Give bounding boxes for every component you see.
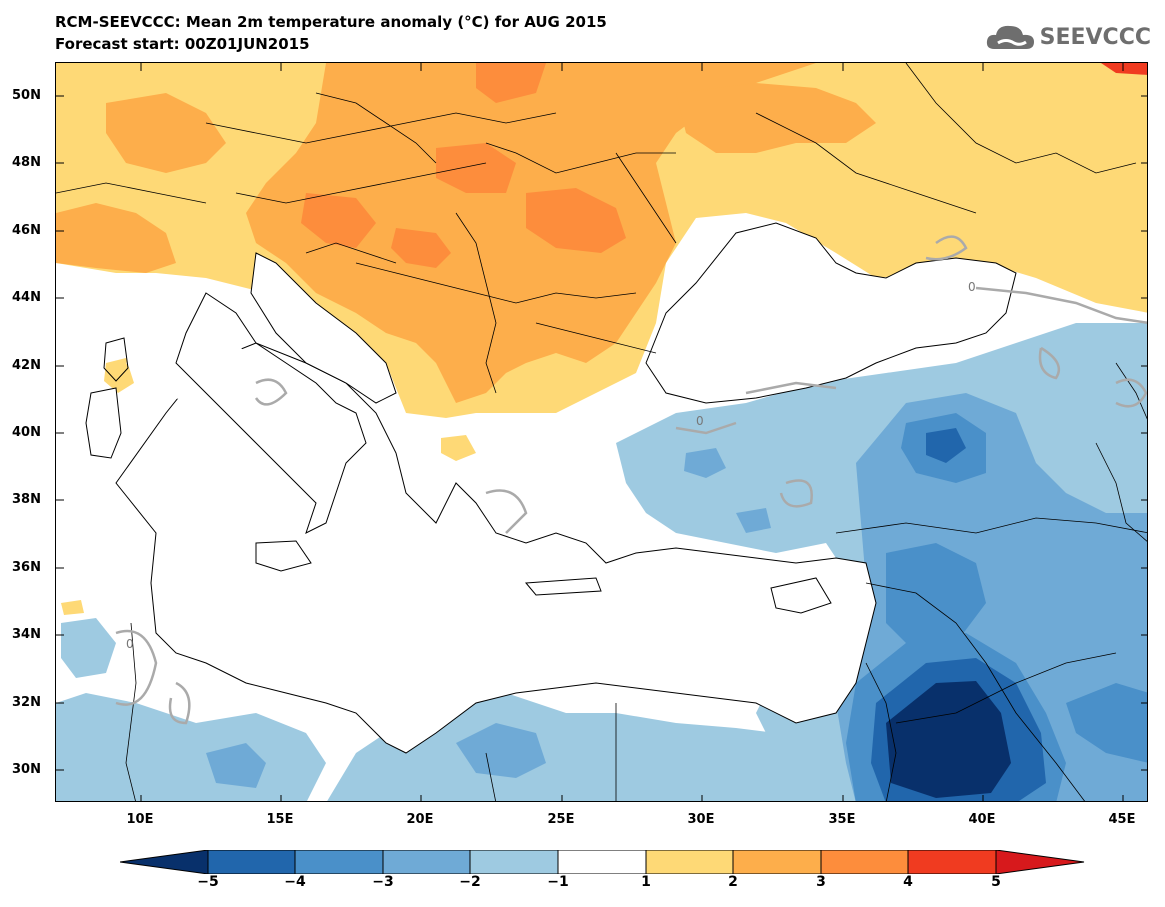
black-sea bbox=[645, 222, 1017, 404]
mediterranean-sea bbox=[115, 342, 877, 754]
anomaly-3-4-croatia bbox=[301, 193, 376, 248]
colorbar bbox=[120, 850, 1085, 874]
anomaly-3-4-north bbox=[476, 63, 546, 103]
forecast-start: Forecast start: 00Z01JUN2015 bbox=[55, 35, 310, 53]
anomaly-1-2-greece bbox=[441, 435, 476, 461]
colorbar-segment-m5-m4 bbox=[207, 850, 296, 874]
colorbar-segment-2-3 bbox=[732, 850, 822, 874]
anomaly-1-2-libya bbox=[61, 600, 84, 615]
lat-label-38n: 38N bbox=[12, 492, 41, 507]
logo-text: SEEVCCC bbox=[1039, 24, 1151, 50]
lon-label-20e: 20E bbox=[406, 812, 434, 827]
anomaly-m3-m4-syria bbox=[886, 543, 986, 653]
lat-label-50n: 50N bbox=[12, 88, 41, 103]
colorbar-label-2: 2 bbox=[728, 874, 738, 890]
tyrrhenian-sea bbox=[126, 323, 256, 403]
colorbar-segment-m1-1 bbox=[557, 850, 647, 874]
colorbar-label-3: 3 bbox=[816, 874, 826, 890]
colorbar-below-min bbox=[120, 850, 209, 874]
anomaly-m2-m3-anatolia-south bbox=[736, 508, 771, 533]
contour-label-0-c: 0 bbox=[126, 637, 134, 651]
colorbar-label-m1: −1 bbox=[547, 874, 569, 890]
adriatic-sea bbox=[250, 252, 397, 404]
lon-label-35e: 35E bbox=[828, 812, 856, 827]
zero-contours bbox=[115, 235, 1147, 725]
lon-label-40e: 40E bbox=[968, 812, 996, 827]
anomaly-m1-m2-libya bbox=[56, 693, 326, 801]
anomaly-2-3-central bbox=[246, 63, 816, 403]
colorbar-segment-1-2 bbox=[645, 850, 734, 874]
map-canvas: 0 0 0 bbox=[56, 63, 1147, 801]
colorbar-above-max bbox=[995, 850, 1085, 874]
colorbar-segment-m2-m1 bbox=[469, 850, 559, 874]
colorbar-label-m2: −2 bbox=[459, 874, 481, 890]
colorbar-segment-3-4 bbox=[820, 850, 909, 874]
sardinia-outline bbox=[85, 387, 122, 459]
anomaly-2-3-west bbox=[106, 93, 226, 173]
anomaly-m2-m3-libya bbox=[206, 743, 266, 788]
anomaly-3-4-hungary bbox=[436, 143, 516, 193]
colorbar-segment-4-5 bbox=[907, 850, 997, 874]
lat-label-42n: 42N bbox=[12, 358, 41, 373]
country-borders bbox=[56, 63, 1147, 801]
contour-label-0-b: 0 bbox=[696, 414, 704, 428]
anomaly-m2-m3-egypt bbox=[456, 723, 546, 778]
anomaly-2-3-east bbox=[676, 83, 876, 153]
anomaly-m3-m4-iraq bbox=[1066, 683, 1147, 763]
map-ticks bbox=[56, 63, 1147, 801]
colorbar-label-m5: −5 bbox=[197, 874, 219, 890]
lat-label-46n: 46N bbox=[12, 223, 41, 238]
colorbar-segment-m4-m3 bbox=[294, 850, 384, 874]
anomaly-map: 0 0 0 bbox=[55, 62, 1148, 802]
lon-label-10e: 10E bbox=[126, 812, 154, 827]
anomaly-m4-m5-turkey bbox=[926, 428, 966, 463]
colorbar-label-4: 4 bbox=[903, 874, 913, 890]
anomaly-m2-m3-anatolia-west bbox=[684, 448, 726, 478]
lat-label-34n: 34N bbox=[12, 627, 41, 642]
lat-label-44n: 44N bbox=[12, 290, 41, 305]
lon-label-45e: 45E bbox=[1108, 812, 1136, 827]
anomaly-2-3-alps bbox=[56, 203, 176, 273]
lat-label-40n: 40N bbox=[12, 425, 41, 440]
colorbar-label-5: 5 bbox=[991, 874, 1001, 890]
lon-label-15e: 15E bbox=[266, 812, 294, 827]
colorbar-label-m4: −4 bbox=[284, 874, 306, 890]
lon-label-30e: 30E bbox=[687, 812, 715, 827]
map-title: RCM-SEEVCCC: Mean 2m temperature anomaly… bbox=[55, 13, 607, 31]
anomaly-3-4-serbia bbox=[391, 228, 451, 268]
sicily-outline bbox=[255, 540, 312, 572]
lat-label-36n: 36N bbox=[12, 560, 41, 575]
cloud-icon bbox=[986, 25, 1034, 49]
lat-label-48n: 48N bbox=[12, 155, 41, 170]
contour-label-0-a: 0 bbox=[968, 280, 976, 294]
lon-label-25e: 25E bbox=[547, 812, 575, 827]
anomaly-3-4-romania bbox=[526, 188, 626, 253]
italy-outline bbox=[175, 292, 367, 534]
colorbar-segment-m3-m2 bbox=[382, 850, 471, 874]
anomaly-lt-m5-arabia bbox=[886, 681, 1011, 798]
anomaly-1-2-corsica bbox=[104, 358, 134, 393]
cyprus-outline bbox=[770, 577, 832, 614]
anomaly-4-5-corner bbox=[1101, 63, 1147, 75]
anomaly-m1-m2-tunisia bbox=[61, 618, 116, 678]
colorbar-label-1: 1 bbox=[641, 874, 651, 890]
seevccc-logo: SEEVCCC bbox=[984, 20, 1151, 54]
crete-outline bbox=[524, 577, 602, 596]
corsica-outline bbox=[103, 337, 129, 382]
colorbar-label-m3: −3 bbox=[372, 874, 394, 890]
lat-label-30n: 30N bbox=[12, 762, 41, 777]
lat-label-32n: 32N bbox=[12, 695, 41, 710]
